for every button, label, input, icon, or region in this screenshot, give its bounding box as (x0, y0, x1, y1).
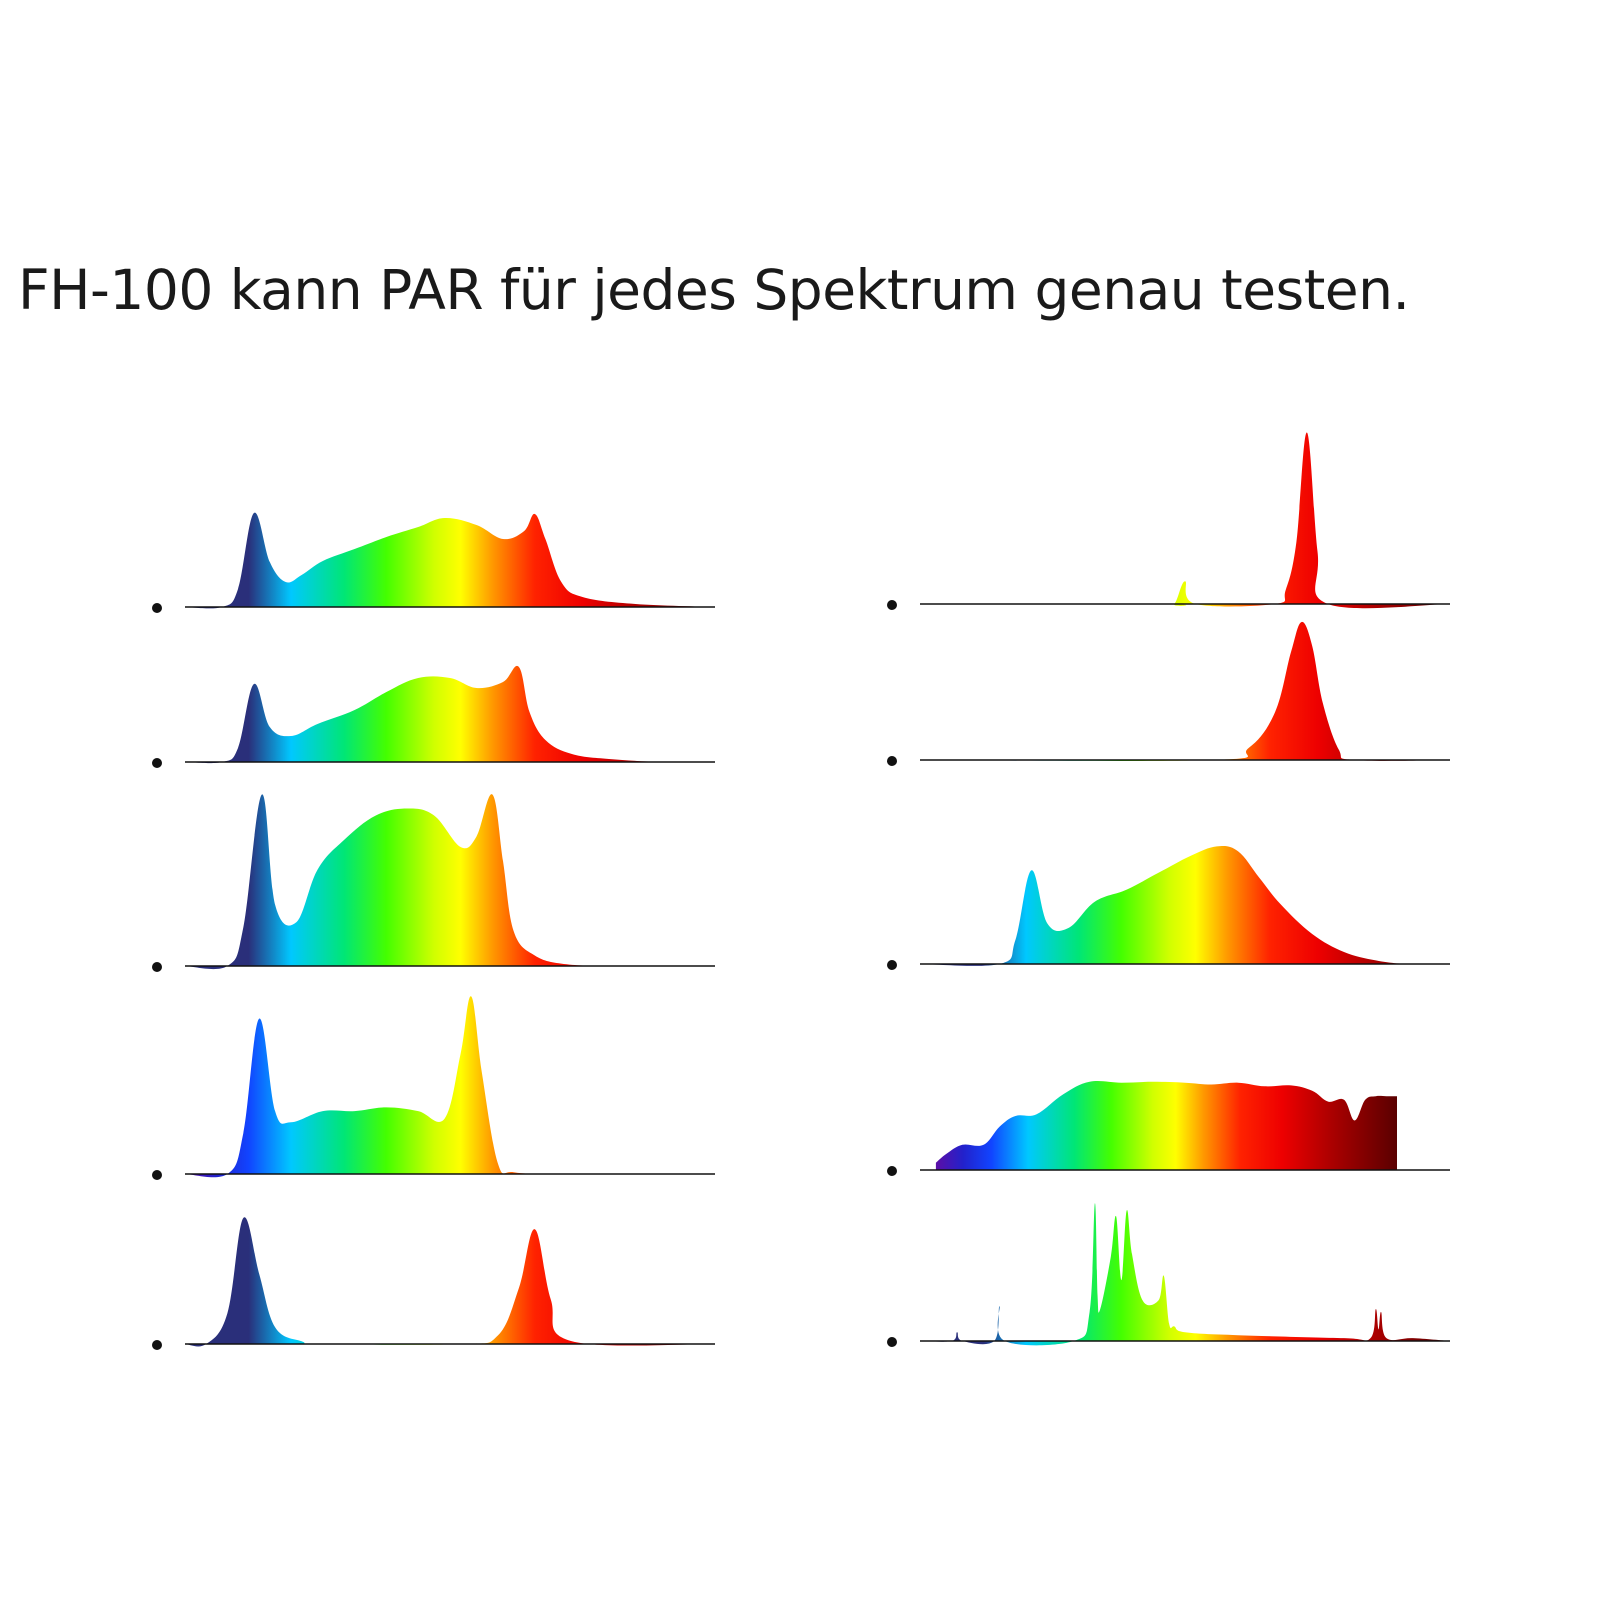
spectrum-chart-left-4 (152, 996, 715, 1180)
page-title: FH-100 kann PAR für jedes Spektrum genau… (18, 258, 1410, 322)
spectrum-area (185, 996, 715, 1178)
spectrum-area (920, 1203, 1450, 1346)
bullet-dot (152, 962, 162, 972)
spectrum-chart-right-4 (887, 1081, 1450, 1176)
bullet-dot (152, 758, 162, 768)
bullet-dot (887, 960, 897, 970)
spectrum-chart-right-1 (887, 432, 1450, 610)
spectrum-chart-left-5 (152, 1217, 715, 1350)
bullet-dot (887, 1337, 897, 1347)
spectrum-chart-right-2 (887, 621, 1450, 766)
spectrum-chart-left-3 (152, 794, 715, 972)
spectrum-area (920, 621, 1450, 761)
spectrum-chart-left-2 (152, 665, 715, 768)
spectrum-area (185, 1217, 715, 1347)
bullet-dot (152, 1340, 162, 1350)
bullet-dot (887, 600, 897, 610)
spectrum-area (920, 845, 1450, 966)
spectrum-area (185, 512, 715, 609)
spectrum-area (935, 1081, 1397, 1170)
bullet-dot (887, 1166, 897, 1176)
spectrum-area (185, 665, 715, 764)
spectrum-area (185, 794, 715, 970)
spectrum-chart-left-1 (152, 512, 715, 613)
spectrum-chart-right-3 (887, 845, 1450, 970)
bullet-dot (887, 756, 897, 766)
bullet-dot (152, 603, 162, 613)
spectrum-chart-right-5 (887, 1203, 1450, 1347)
spectrum-area (920, 432, 1450, 609)
bullet-dot (152, 1170, 162, 1180)
